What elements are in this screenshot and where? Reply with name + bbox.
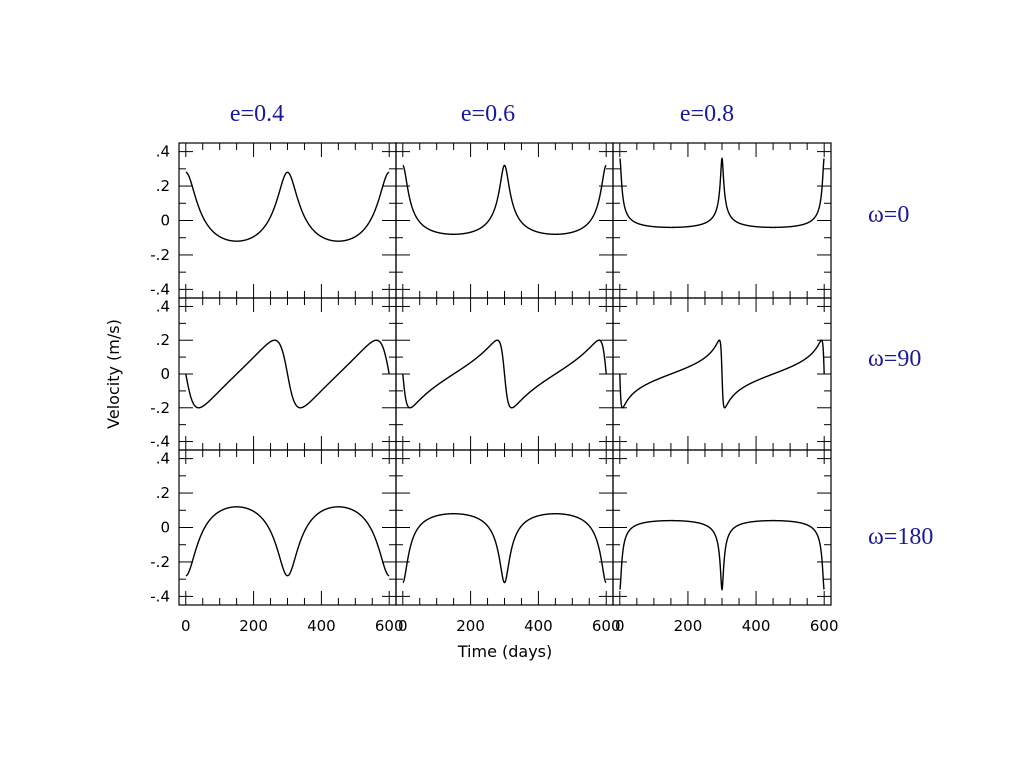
panel-1-2 xyxy=(395,142,614,299)
y-tick-label: .4 xyxy=(156,297,170,315)
x-tick-label: 400 xyxy=(742,617,771,635)
eccentricity-label: e=0.8 xyxy=(680,101,734,127)
y-tick-label: -.4 xyxy=(150,587,170,605)
y-tick-label: 0 xyxy=(160,519,170,537)
x-tick-label: 200 xyxy=(674,617,703,635)
x-tick-label: 600 xyxy=(375,617,404,635)
panel-frame xyxy=(178,142,397,299)
panel-2-2 xyxy=(395,297,614,451)
y-tick-label: .2 xyxy=(156,177,170,195)
y-tick-labels: .4.20-.2-.4.4.20-.2-.4.4.20-.2-.4 xyxy=(150,143,170,606)
rv-curve-e0.8-w0 xyxy=(619,157,825,229)
y-tick-label: .4 xyxy=(156,450,170,468)
rv-curve-e0.6-w0 xyxy=(402,164,607,235)
y-tick-label: -.2 xyxy=(150,399,170,417)
panel-frame xyxy=(178,449,397,606)
panel-2-1 xyxy=(178,297,397,451)
rv-curve-e0.8-w90 xyxy=(619,339,825,409)
x-tick-label: 0 xyxy=(398,617,408,635)
eccentricity-label: e=0.4 xyxy=(230,101,284,127)
omega-label: ω=0 xyxy=(868,202,909,228)
y-tick-label: .2 xyxy=(156,331,170,349)
x-tick-label: 400 xyxy=(307,617,336,635)
rv-curve-e0.4-w90 xyxy=(185,339,390,409)
y-axis-title: Velocity (m/s) xyxy=(104,319,123,429)
x-tick-label: 0 xyxy=(615,617,625,635)
panel-2-3 xyxy=(612,297,832,451)
y-tick-label: 0 xyxy=(160,365,170,383)
x-tick-label: 600 xyxy=(592,617,621,635)
panel-3-1 xyxy=(178,449,397,606)
omega-label: ω=90 xyxy=(868,346,921,372)
rv-curve-e0.6-w90 xyxy=(402,339,607,409)
x-tick-label: 0 xyxy=(181,617,191,635)
x-axis-title: Time (days) xyxy=(457,642,553,661)
y-tick-label: .2 xyxy=(156,484,170,502)
eccentricity-label: e=0.6 xyxy=(461,101,515,127)
panel-1-1 xyxy=(178,142,397,299)
rv-curve-e0.6-w180 xyxy=(402,513,607,584)
y-tick-label: -.4 xyxy=(150,280,170,298)
chart-panels xyxy=(178,142,832,606)
x-tick-label: 200 xyxy=(239,617,268,635)
panel-frame xyxy=(612,449,832,606)
y-tick-label: 0 xyxy=(160,212,170,230)
panel-frame xyxy=(612,142,832,299)
x-tick-label: 400 xyxy=(524,617,553,635)
omega-labels: ω=0 ω=90 ω=180 xyxy=(868,202,933,550)
panel-3-2 xyxy=(395,449,614,606)
y-tick-label: -.2 xyxy=(150,246,170,264)
y-tick-label: .4 xyxy=(156,143,170,161)
rv-curve-e0.4-w180 xyxy=(185,506,390,577)
y-tick-label: -.4 xyxy=(150,433,170,451)
omega-label: ω=180 xyxy=(868,524,933,550)
x-tick-label: 600 xyxy=(810,617,839,635)
eccentricity-labels: e=0.4 e=0.6 e=0.8 xyxy=(230,101,734,127)
x-tick-label: 200 xyxy=(456,617,485,635)
panel-1-3 xyxy=(612,142,832,299)
rv-curve-e0.4-w0 xyxy=(185,171,390,242)
panel-3-3 xyxy=(612,449,832,606)
y-tick-label: -.2 xyxy=(150,553,170,571)
rv-curve-e0.8-w180 xyxy=(619,519,825,591)
